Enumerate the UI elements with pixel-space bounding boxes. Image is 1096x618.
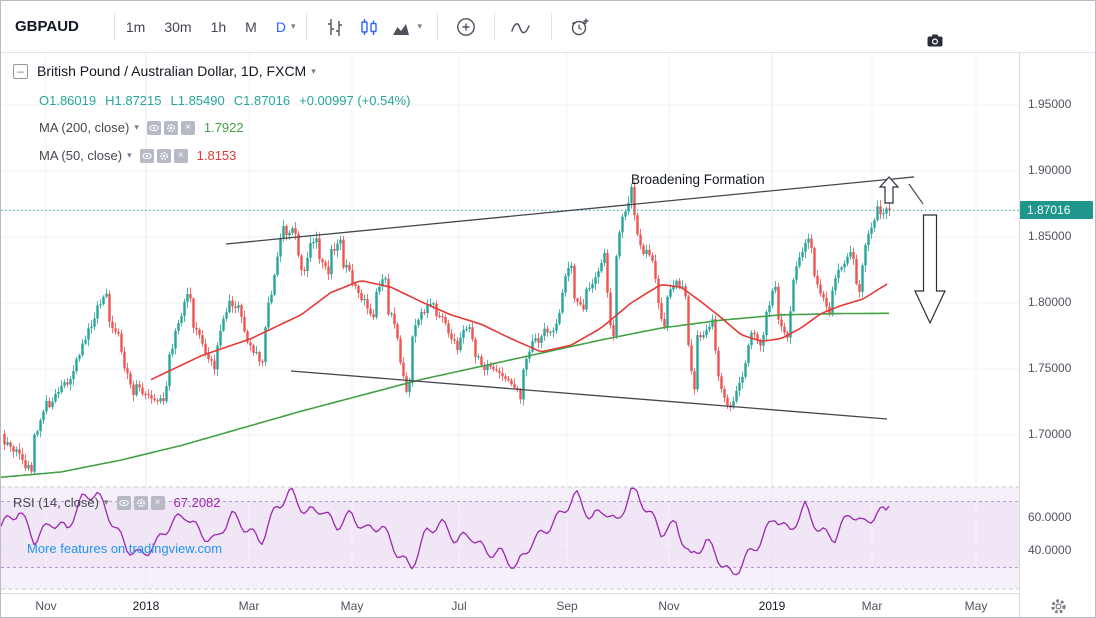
rsi-pane-bg	[1, 487, 1019, 589]
time-axis-label: 2018	[132, 599, 160, 613]
chevron-down-icon[interactable]	[311, 66, 316, 77]
up-arrow-annotation[interactable]	[878, 176, 900, 204]
ohlc-part: O1.86019	[39, 93, 97, 108]
settings-gear-icon[interactable]	[133, 495, 148, 510]
indicator-label[interactable]: MA (50, close)	[39, 148, 123, 163]
alert-clock-icon[interactable]	[567, 12, 593, 42]
price-axis[interactable]: 1.95000 1.90000 1.85000 1.80000 1.75000 1.700…	[1019, 53, 1095, 591]
broadening-formation-label[interactable]: Broadening Formation	[631, 172, 765, 187]
interval-M[interactable]: M	[245, 18, 257, 35]
symbol-name[interactable]: GBPAUD	[15, 18, 79, 35]
ohlc-part: L1.85490	[170, 93, 225, 108]
ohlc-values: O1.86019 H1.87215 L1.85490 C1.87016 +0.00997…	[39, 93, 419, 108]
top-toolbar: GBPAUD 1m 30m 1h M D	[1, 1, 1095, 53]
price-axis-label: 1.95000	[1028, 97, 1072, 111]
down-arrow-annotation[interactable]	[914, 214, 946, 325]
compare-add-icon[interactable]	[453, 12, 479, 42]
visibility-eye-icon[interactable]	[139, 148, 154, 163]
time-axis-label: 2019	[758, 599, 786, 613]
rsi-band	[1, 501, 1019, 568]
time-axis-label: Mar	[238, 599, 260, 613]
indicator-label[interactable]: RSI (14, close)	[13, 495, 99, 510]
chevron-down-icon[interactable]	[134, 122, 139, 133]
chevron-down-icon[interactable]	[104, 497, 109, 508]
interval-buttons: 1m 30m 1h M D	[126, 19, 286, 35]
interval-D[interactable]: D	[275, 18, 286, 35]
rsi-line[interactable]	[1, 487, 890, 576]
toolbar-separator	[494, 13, 496, 40]
settings-gear-icon[interactable]	[156, 148, 171, 163]
time-axis-label: Sep	[556, 599, 578, 613]
toolbar-separator	[113, 13, 115, 40]
close-icon[interactable]	[150, 495, 165, 510]
rsi-value: 67.2082	[173, 495, 221, 510]
time-axis-label: May	[964, 599, 988, 613]
price-axis-label: 1.75000	[1028, 361, 1072, 375]
chevron-down-icon[interactable]	[291, 21, 296, 32]
ohlc-part: H1.87215	[105, 93, 162, 108]
chevron-down-icon	[417, 21, 422, 32]
close-icon[interactable]	[173, 148, 188, 163]
interval-30m[interactable]: 30m	[164, 18, 192, 35]
current-price-tag: 1.87016	[1020, 201, 1093, 220]
ma50-line[interactable]	[150, 280, 888, 381]
time-axis-label: Nov	[35, 599, 57, 613]
rsi-axis-label: 40.0000	[1028, 543, 1072, 557]
ohlc-part: C1.87016	[233, 93, 291, 108]
rsi-axis-label: 60.0000	[1028, 510, 1072, 524]
time-axis-label: Nov	[658, 599, 680, 613]
lower-trendline[interactable]	[290, 370, 888, 420]
area-style-icon[interactable]	[390, 12, 422, 42]
price-axis-label: 1.80000	[1028, 295, 1072, 309]
toolbar-separator	[306, 13, 308, 40]
series-title[interactable]: British Pound / Australian Dollar, 1D, F…	[37, 63, 307, 79]
chart-canvas[interactable]	[1, 53, 1019, 593]
pointer-line	[908, 183, 924, 205]
tradingview-watermark-link[interactable]: More features on tradingview.com	[27, 541, 223, 556]
time-axis-label: Mar	[861, 599, 883, 613]
price-axis-label: 1.70000	[1028, 427, 1072, 441]
upper-trendline[interactable]	[225, 176, 915, 245]
ma200-line[interactable]	[1, 312, 889, 478]
settings-gear-icon[interactable]	[1049, 597, 1068, 616]
toolbar-separator	[437, 13, 439, 40]
axis-corner	[1019, 593, 1095, 617]
indicator-row-rsi: RSI (14, close) 67.2082	[13, 495, 221, 510]
time-axis-label: May	[340, 599, 364, 613]
indicator-row-ma50: MA (50, close) 1.8153	[39, 148, 236, 163]
bars-style-icon[interactable]	[322, 12, 348, 42]
visibility-eye-icon[interactable]	[146, 120, 161, 135]
chevron-down-icon[interactable]	[127, 150, 132, 161]
time-axis[interactable]: Nov 2018 Mar May Jul Sep Nov 2019 Mar May	[1, 593, 1095, 617]
ma50-value: 1.8153	[196, 148, 237, 163]
price-axis-label: 1.85000	[1028, 229, 1072, 243]
indicator-label[interactable]: MA (200, close)	[39, 120, 130, 135]
candles-style-icon[interactable]	[356, 12, 382, 42]
close-icon[interactable]	[180, 120, 195, 135]
ohlc-part: +0.00997 (+0.54%)	[299, 93, 411, 108]
collapse-pane-icon[interactable]	[13, 63, 28, 79]
ma200-value: 1.7922	[203, 120, 244, 135]
candlestick-series[interactable]	[3, 181, 891, 475]
interval-1m[interactable]: 1m	[125, 18, 146, 35]
indicators-icon[interactable]	[510, 12, 536, 42]
toolbar-separator	[551, 13, 553, 40]
visibility-eye-icon[interactable]	[116, 495, 131, 510]
price-axis-label: 1.90000	[1028, 163, 1072, 177]
interval-1h[interactable]: 1h	[210, 18, 227, 35]
settings-gear-icon[interactable]	[163, 120, 178, 135]
camera-snapshot-icon[interactable]	[927, 34, 943, 52]
main-series-legend: British Pound / Australian Dollar, 1D, F…	[13, 63, 316, 79]
indicator-row-ma200: MA (200, close) 1.7922	[39, 120, 244, 135]
time-axis-label: Jul	[451, 599, 467, 613]
